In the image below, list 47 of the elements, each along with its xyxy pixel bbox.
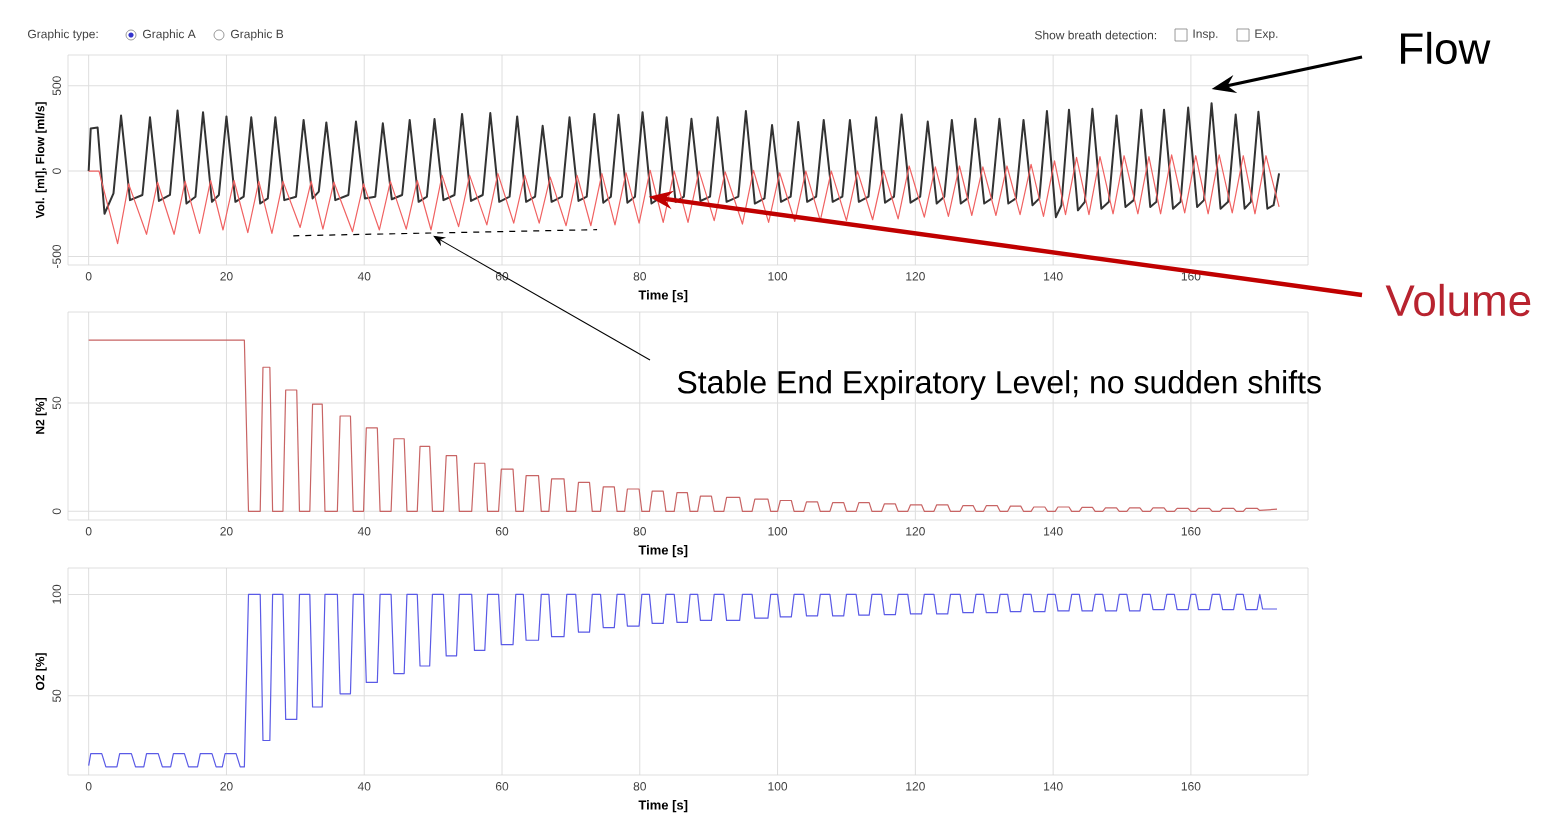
y-axis-title: O2 [%] [35,653,47,690]
y-tick-label: 0 [52,168,61,174]
x-tick-label: 40 [357,527,371,536]
x-tick-label: 0 [85,527,92,536]
x-tick-label: 160 [1181,782,1201,791]
x-axis-title: Time [s] [638,800,688,813]
x-tick-label: 100 [768,782,788,791]
x-tick-label: 120 [906,782,925,791]
x-tick-label: 40 [357,272,371,281]
x-tick-label: 80 [633,782,646,791]
text: Show breath detection: [1034,30,1157,40]
x-tick-label: 100 [768,272,788,281]
x-axis-title: Time [s] [638,290,688,303]
x-tick-label: 0 [85,272,92,281]
x-tick-label: 160 [1181,527,1201,536]
x-tick-label: 100 [768,527,788,536]
annotation: Stable End Expiratory Level; no sudden shifts [677,370,1321,400]
x-tick-label: 140 [1044,782,1063,791]
y-tick-label: 100 [52,584,61,604]
x-axis-title: Time [s] [638,545,688,558]
text: Insp. [1193,29,1218,41]
x-tick-label: 20 [220,272,233,281]
x-tick-label: 80 [633,272,646,281]
y-tick-label: -500 [52,244,61,268]
x-tick-label: 140 [1044,527,1063,536]
x-tick-label: 120 [906,272,925,281]
x-tick-label: 0 [85,782,92,791]
y-axis-title: Vol. [ml], Flow [ml/s] [35,102,47,219]
x-tick-label: 20 [220,527,233,536]
y-tick-label: 0 [52,508,61,515]
text: Volume [1385,283,1531,317]
y-tick-label: 50 [52,689,61,703]
x-tick-label: 60 [495,527,509,536]
x-tick-label: 40 [357,782,371,791]
y-tick-label: 50 [52,396,61,410]
text: Graphic type: [28,29,98,41]
y-tick-label: 500 [52,76,61,96]
x-tick-label: 60 [495,782,509,791]
x-tick-label: 20 [220,782,233,791]
text: Flow [1401,31,1491,65]
x-tick-label: 80 [633,527,646,536]
text: Graphic A [143,29,196,41]
x-tick-label: 120 [906,527,925,536]
text: Exp. [1255,29,1278,41]
text: Graphic B [231,29,284,41]
y-axis-title: N2 [%] [35,398,47,434]
x-tick-label: 140 [1044,272,1063,281]
